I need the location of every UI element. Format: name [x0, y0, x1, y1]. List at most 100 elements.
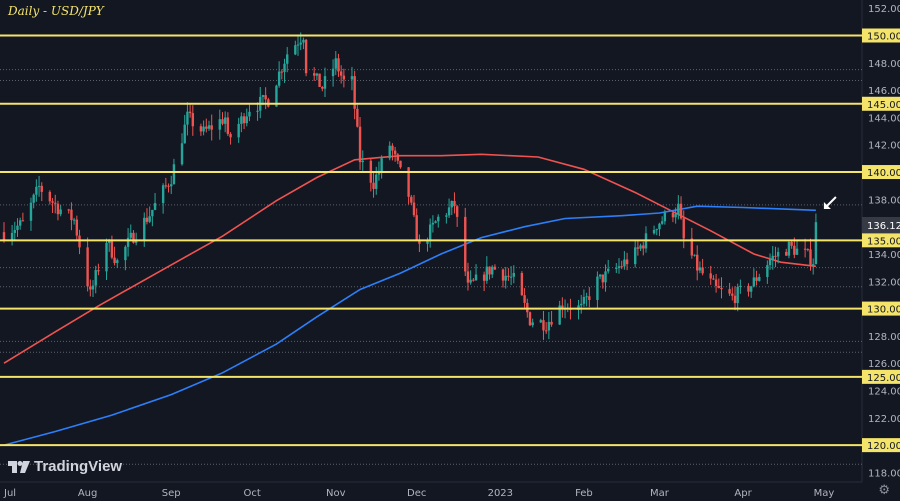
candle-body: [339, 71, 343, 76]
level-price-tag: [862, 438, 900, 453]
candle-body: [116, 260, 119, 264]
tradingview-logo[interactable]: TradingView: [8, 458, 122, 475]
candle-body: [226, 117, 230, 134]
candle-body: [35, 186, 38, 195]
candle-body: [221, 119, 224, 124]
candle-body: [110, 240, 114, 258]
candle-body: [16, 225, 19, 231]
time-tick-label: 2023: [488, 488, 513, 499]
candle-body: [48, 191, 52, 202]
candle-body: [199, 126, 203, 132]
candle-body: [501, 269, 505, 281]
candle-body: [766, 265, 769, 278]
candle-body: [544, 330, 548, 332]
time-tick-label: Dec: [407, 488, 426, 499]
price-tick-label: 134.000: [868, 250, 900, 261]
candle-body: [528, 312, 532, 326]
level-price-tag: [862, 233, 900, 248]
candle-body: [304, 39, 308, 74]
candle-body: [491, 266, 494, 275]
level-price-label: 120.000: [867, 441, 900, 452]
candle-body: [512, 272, 516, 277]
candle-body: [693, 254, 696, 256]
candle-body: [32, 194, 35, 203]
candle-body: [679, 203, 683, 219]
candle-body: [698, 267, 702, 271]
candle-body: [633, 247, 637, 265]
candle-body: [625, 259, 629, 265]
time-tick-label: Jul: [3, 488, 16, 499]
candle-body: [812, 264, 815, 266]
candle-body: [620, 266, 623, 268]
candle-body: [148, 216, 151, 222]
candle-body: [615, 268, 618, 270]
candle-body: [207, 125, 211, 129]
price-tick-label: 122.000: [868, 414, 900, 425]
level-price-tag: [862, 369, 900, 384]
candle-body: [78, 235, 81, 248]
candle-body: [509, 276, 513, 278]
candle-body: [785, 251, 788, 256]
candle-body: [283, 63, 286, 73]
candle-body: [736, 287, 739, 304]
candle-body: [493, 266, 497, 270]
candle-body: [59, 209, 62, 215]
candle-body: [712, 278, 715, 280]
candle-body: [67, 209, 70, 211]
candle-body: [431, 222, 435, 225]
candle-body: [437, 216, 440, 222]
candle-body: [358, 126, 362, 163]
candle-body: [21, 220, 25, 222]
time-tick-label: Nov: [326, 488, 346, 499]
candle-body: [191, 113, 195, 127]
candle-body: [768, 259, 772, 266]
candle-body: [747, 285, 750, 292]
candle-body: [455, 206, 459, 217]
candle-body: [585, 296, 588, 298]
candle-body: [286, 54, 289, 64]
candle-body: [674, 214, 677, 218]
arrow-icon-part: [826, 196, 837, 207]
candle-body: [739, 285, 742, 288]
last-price-label: 136.121: [867, 221, 900, 232]
candle-body: [56, 203, 60, 215]
candle-body: [229, 133, 232, 138]
candle-body: [531, 322, 534, 326]
candle-body: [350, 76, 354, 80]
candle-body: [453, 201, 456, 207]
time-tick-label: Mar: [650, 488, 670, 499]
candle-body: [601, 274, 605, 283]
candle-body: [240, 116, 243, 124]
time-tick-label: Sep: [162, 488, 181, 499]
candle-body: [318, 73, 321, 87]
candle-body: [18, 220, 22, 226]
candle-body: [580, 303, 583, 306]
candle-body: [361, 160, 364, 163]
moving-average-line: [3, 205, 816, 446]
candle-body: [188, 111, 192, 114]
candle-body: [418, 240, 421, 244]
candle-body: [107, 240, 111, 243]
candle-body: [410, 196, 413, 203]
candle-body: [70, 209, 73, 221]
candle-body: [426, 241, 429, 244]
arrow-down-left-icon: [823, 196, 837, 210]
candle-body: [72, 219, 76, 221]
candle-body: [701, 267, 704, 274]
candle-body: [264, 95, 267, 100]
candle-body: [733, 295, 737, 304]
candle-body: [353, 76, 356, 109]
candle-body: [806, 249, 810, 251]
candle-body: [596, 276, 599, 300]
candle-body: [428, 224, 432, 242]
gear-icon[interactable]: ⚙: [878, 483, 890, 498]
candle-body: [445, 215, 448, 217]
time-tick-label: Oct: [244, 488, 261, 499]
candle-body: [210, 125, 213, 130]
candle-body: [312, 73, 316, 76]
level-price-label: 130.000: [867, 305, 900, 316]
candle-body: [342, 75, 346, 80]
candle-body: [412, 202, 416, 216]
logo-text: TradingView: [34, 458, 123, 475]
